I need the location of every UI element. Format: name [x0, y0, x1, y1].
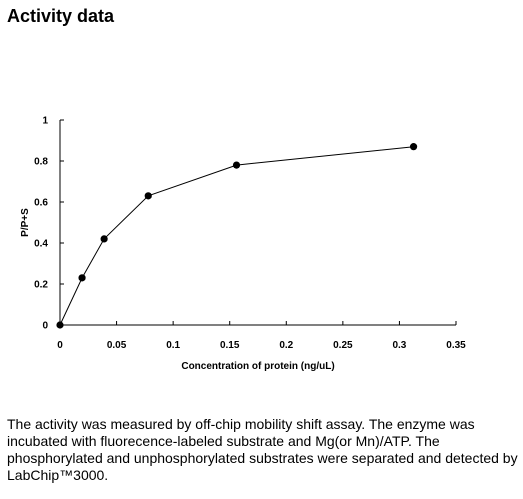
- y-tick-label: 0.4: [34, 239, 48, 250]
- x-tick-label: 0.1: [166, 340, 180, 351]
- y-axis-label: P/P+S: [20, 208, 31, 237]
- activity-chart: 0 0.2 0.4 0.6 0.8 1 0 0.05 0.1 0.15 0.2 0.25 0.3 0.35…: [20, 116, 466, 373]
- x-tick-label: 0: [57, 340, 63, 351]
- data-point: [100, 235, 108, 243]
- x-tick-label: 0.15: [220, 340, 240, 351]
- data-point: [78, 274, 86, 282]
- y-tick-label: 0.8: [34, 157, 48, 168]
- page-title: Activity data: [7, 6, 115, 26]
- data-point: [232, 161, 241, 169]
- y-tick-label: 1: [42, 116, 48, 127]
- chart-series: [56, 143, 418, 329]
- y-tick-label: 0.2: [34, 280, 48, 291]
- x-tick-label: 0.35: [446, 340, 466, 351]
- x-tick-label: 0.05: [107, 340, 127, 351]
- y-tick-label: 0: [42, 321, 48, 332]
- x-axis-label: Concentration of protein (ng/uL): [181, 361, 334, 372]
- x-tick-label: 0.3: [392, 340, 406, 351]
- data-point: [144, 192, 152, 200]
- x-tick-label: 0.25: [333, 340, 353, 351]
- chart-ticks: 0 0.2 0.4 0.6 0.8 1 0 0.05 0.1 0.15 0.2 0.25 0.3 0.35: [34, 116, 466, 352]
- data-point: [409, 143, 418, 151]
- chart-axes: [59, 120, 456, 326]
- x-tick-label: 0.2: [279, 340, 293, 351]
- series-line: [59, 146, 414, 326]
- caption-text: The activity was measured by off-chip mo…: [7, 416, 518, 483]
- data-point: [56, 321, 64, 329]
- y-tick-label: 0.6: [34, 198, 48, 209]
